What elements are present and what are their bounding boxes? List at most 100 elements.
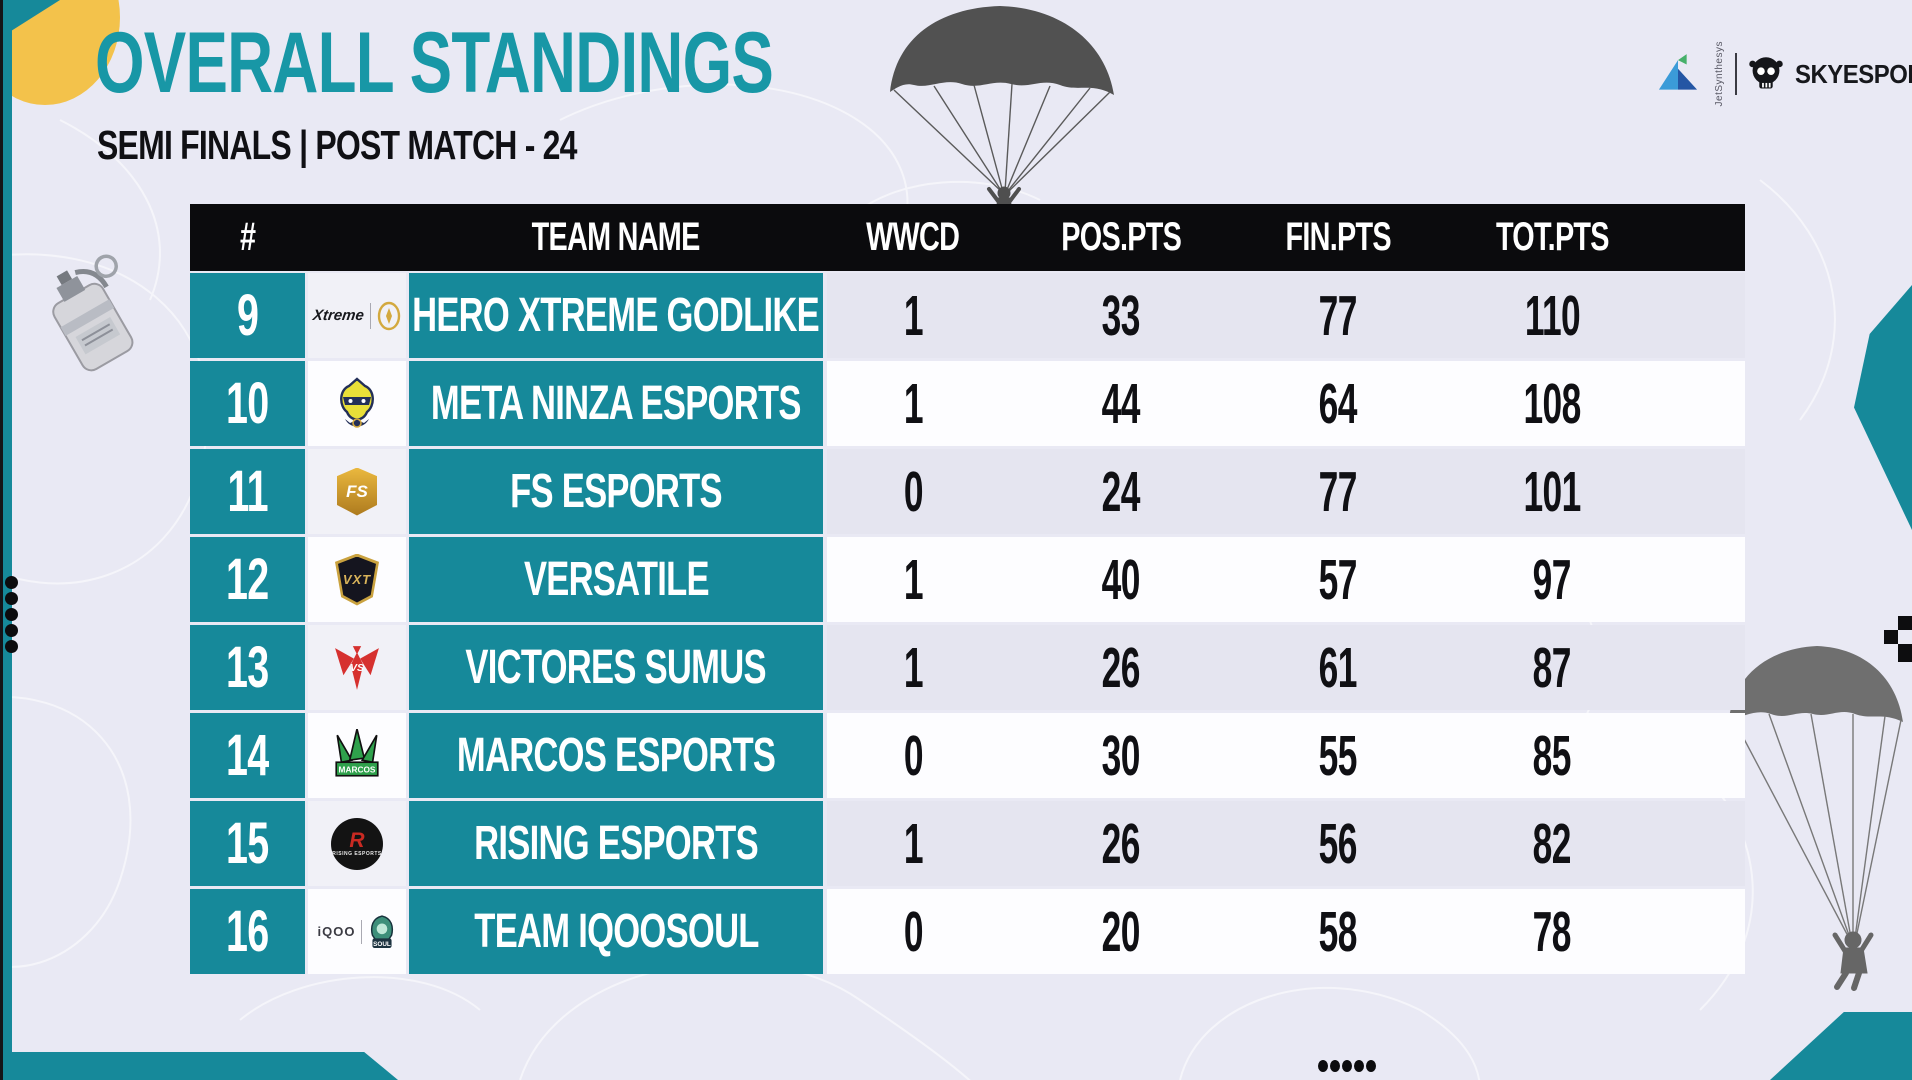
fin-pts-cell: 77	[1243, 449, 1433, 534]
teal-bottom-band	[0, 1052, 398, 1080]
header-fin-pts: FIN.PTS	[1285, 215, 1391, 259]
wwcd-cell: 0	[827, 713, 999, 798]
fin-pts-cell: 61	[1243, 625, 1433, 710]
svg-text:VS: VS	[350, 663, 364, 674]
tot-pts-cell: 85	[1433, 713, 1671, 798]
standings-table: # TEAM NAME WWCD POS.PTS FIN.PTS TOT.PTS…	[190, 204, 1745, 977]
fin-pts-cell: 58	[1243, 889, 1433, 974]
wwcd-cell: 1	[827, 273, 999, 358]
standings-row: 9 Xtreme HERO XTREME GODLIKE 1 33 77 110	[190, 273, 1745, 358]
team-name-cell: FS ESPORTS	[409, 449, 823, 534]
rank-cell: 16	[190, 889, 305, 974]
jetsynthesys-icon	[1658, 54, 1698, 90]
godlike-badge-icon	[377, 301, 401, 330]
wwcd-cell: 1	[827, 537, 999, 622]
tot-pts-cell: 82	[1433, 801, 1671, 886]
skyesports-wordmark: SKYESPORTS	[1795, 58, 1912, 89]
meta-ninza-logo	[340, 376, 374, 428]
team-name-cell: TEAM IQOOSOUL	[409, 889, 823, 974]
pos-pts-cell: 24	[999, 449, 1243, 534]
tot-pts-cell: 108	[1433, 361, 1671, 446]
pixel-square	[1898, 644, 1912, 662]
standings-row: 11 FS FS ESPORTS 0 24 77 101	[190, 449, 1745, 534]
wwcd-cell: 0	[827, 449, 999, 534]
pixel-square	[1898, 616, 1912, 630]
victores-sumus-logo: VS	[335, 645, 379, 690]
header-team-name: TEAM NAME	[532, 215, 701, 259]
tot-pts-cell: 97	[1433, 537, 1671, 622]
team-logo-cell: FS	[308, 449, 406, 534]
pixel-square	[1884, 630, 1898, 644]
left-edge-strip	[3, 0, 12, 1080]
fin-pts-cell: 56	[1243, 801, 1433, 886]
pos-pts-cell: 44	[999, 361, 1243, 446]
dots-left-cluster	[5, 576, 18, 656]
standings-row: 14 MARCOS MARCOS ESPORTS 0 30 55 85	[190, 713, 1745, 798]
marcos-esports-logo: MARCOS	[335, 728, 379, 777]
team-logo-cell: iQOO SOUL	[308, 889, 406, 974]
rank-cell: 14	[190, 713, 305, 798]
team-name-cell: MARCOS ESPORTS	[409, 713, 823, 798]
fin-pts-cell: 77	[1243, 273, 1433, 358]
jetsynthesys-label: JetSynthesys	[1714, 41, 1725, 107]
header-pos-pts: POS.PTS	[1061, 215, 1182, 259]
team-name-cell: VICTORES SUMUS	[409, 625, 823, 710]
pos-pts-cell: 40	[999, 537, 1243, 622]
pos-pts-cell: 30	[999, 713, 1243, 798]
svg-text:SOUL: SOUL	[374, 940, 392, 947]
tot-pts-cell: 101	[1433, 449, 1671, 534]
team-logo-cell: R RISING ESPORTS	[308, 801, 406, 886]
page-subtitle: SEMI FINALS | POST MATCH - 24	[97, 122, 577, 168]
rank-cell: 12	[190, 537, 305, 622]
left-edge-line	[0, 0, 3, 1080]
branding-bar: JetSynthesys SKYESPORTS	[1652, 41, 1912, 107]
pos-pts-cell: 26	[999, 801, 1243, 886]
team-name-cell: HERO XTREME GODLIKE	[409, 273, 823, 358]
standings-row: 15 R RISING ESPORTS RISING ESPORTS 1 26 …	[190, 801, 1745, 886]
fs-esports-logo: FS	[337, 467, 377, 516]
pos-pts-cell: 33	[999, 273, 1243, 358]
header-rank: #	[239, 215, 256, 259]
pos-pts-cell: 26	[999, 625, 1243, 710]
team-logo-cell: MARCOS	[308, 713, 406, 798]
hero-xtreme-godlike-logo: Xtreme	[312, 301, 401, 331]
tot-pts-cell: 87	[1433, 625, 1671, 710]
svg-text:MARCOS: MARCOS	[339, 764, 376, 774]
rising-esports-logo: R RISING ESPORTS	[331, 817, 383, 870]
rank-cell: 9	[190, 273, 305, 358]
rank-cell: 10	[190, 361, 305, 446]
team-name-cell: META NINZA ESPORTS	[409, 361, 823, 446]
parachutist-icon	[1729, 646, 1903, 991]
fin-pts-cell: 64	[1243, 361, 1433, 446]
standings-row: 12 VXT VERSATILE 1 40 57 97	[190, 537, 1745, 622]
team-name-cell: RISING ESPORTS	[409, 801, 823, 886]
rank-cell: 15	[190, 801, 305, 886]
team-logo-cell: Xtreme	[308, 273, 406, 358]
page-title: OVERALL STANDINGS	[95, 15, 774, 111]
standings-row: 10 META NINZA ESPORTS 1 44 64 108	[190, 361, 1745, 446]
fin-pts-cell: 57	[1243, 537, 1433, 622]
standings-row: 16 iQOO SOUL TEAM IQOOSOUL 0 20 58 78	[190, 889, 1745, 974]
team-iqoosoul-logo: iQOO SOUL	[318, 914, 397, 949]
skull-icon	[1749, 57, 1783, 89]
wwcd-cell: 0	[827, 889, 999, 974]
team-logo-cell: VS	[308, 625, 406, 710]
pos-pts-cell: 20	[999, 889, 1243, 974]
header-wwcd: WWCD	[866, 215, 960, 259]
dots-bottom-cluster	[1318, 1060, 1376, 1072]
team-name-cell: VERSATILE	[409, 537, 823, 622]
wwcd-cell: 1	[827, 625, 999, 710]
brand-divider	[1735, 53, 1737, 95]
team-logo-cell: VXT	[308, 537, 406, 622]
soul-mascot-icon: SOUL	[371, 914, 394, 948]
tot-pts-cell: 78	[1433, 889, 1671, 974]
wwcd-cell: 1	[827, 801, 999, 886]
rank-cell: 13	[190, 625, 305, 710]
rank-cell: 11	[190, 449, 305, 534]
tot-pts-cell: 110	[1433, 273, 1671, 358]
team-logo-cell	[308, 361, 406, 446]
header-tot-pts: TOT.PTS	[1495, 215, 1610, 259]
table-header: # TEAM NAME WWCD POS.PTS FIN.PTS TOT.PTS	[190, 204, 1745, 271]
